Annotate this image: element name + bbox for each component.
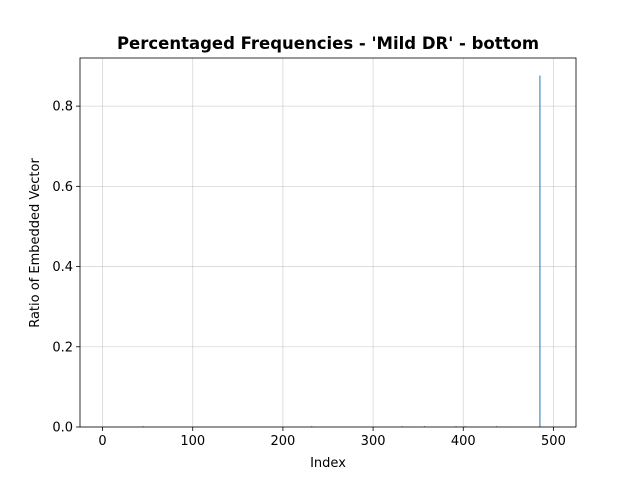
y-tick-label: 0.0 xyxy=(52,421,73,436)
chart-title: Percentaged Frequencies - 'Mild DR' - bo… xyxy=(117,34,539,53)
y-tick-label: 0.4 xyxy=(52,260,73,275)
ticks-layer: 0 100 200 300 400 500 0.0 0.2 0.4 0.6 0.8 xyxy=(52,100,566,449)
y-tick-label: 0.6 xyxy=(52,180,73,195)
x-tick-label: 100 xyxy=(180,434,205,449)
x-tick-label: 200 xyxy=(270,434,295,449)
bar xyxy=(401,426,403,427)
x-tick-label: 400 xyxy=(451,434,476,449)
bar xyxy=(423,426,425,427)
bar xyxy=(142,426,144,427)
y-tick-label: 0.2 xyxy=(52,340,73,355)
bar xyxy=(311,426,313,427)
x-tick-label: 300 xyxy=(361,434,386,449)
x-tick-label: 0 xyxy=(98,434,106,449)
bar xyxy=(496,426,498,427)
x-tick-label: 500 xyxy=(541,434,566,449)
bar xyxy=(464,426,466,427)
bar xyxy=(539,75,541,427)
plot-frame xyxy=(79,57,577,428)
bar xyxy=(455,426,457,427)
y-axis-label: Ratio of Embedded Vector xyxy=(28,158,43,328)
y-tick-label: 0.8 xyxy=(52,100,73,115)
x-axis-label: Index xyxy=(310,456,346,471)
